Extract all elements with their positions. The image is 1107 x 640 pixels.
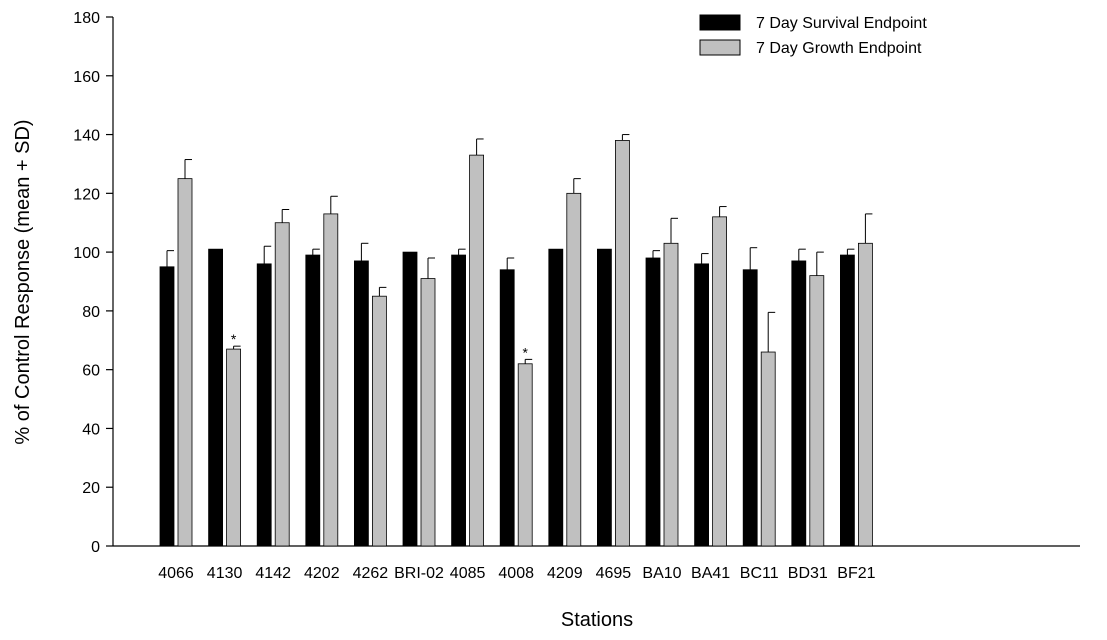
bar — [791, 260, 807, 547]
legend-swatch-survival — [699, 14, 741, 31]
y-tick-label: 140 — [73, 128, 100, 145]
legend-label-survival: 7 Day Survival Endpoint — [756, 15, 927, 32]
bar — [712, 216, 727, 547]
bar — [499, 269, 515, 547]
y-axis-label: % of Control Response (mean + SD) — [12, 119, 34, 444]
bar — [615, 140, 630, 547]
bar — [371, 295, 387, 547]
bar — [353, 260, 369, 547]
significance-asterisk: * — [231, 331, 237, 347]
x-tick-label: 4202 — [304, 565, 340, 582]
bar — [517, 363, 533, 547]
x-tick-label: 4695 — [596, 565, 632, 582]
axes: 0 20 40 60 80 100 120 140 160 180 4066 4130 4142 4202… — [73, 10, 1080, 582]
x-tick-label: BA41 — [691, 565, 730, 582]
bar — [645, 257, 661, 547]
annotations: ** — [231, 331, 529, 360]
bar — [663, 242, 679, 547]
bar — [840, 254, 855, 547]
bar — [226, 348, 242, 547]
x-tick-label: 4085 — [450, 565, 486, 582]
bar — [760, 351, 776, 547]
x-tick-label: 4209 — [547, 565, 583, 582]
legend-label-growth: 7 Day Growth Endpoint — [756, 40, 922, 57]
y-tick-label: 80 — [82, 304, 100, 321]
x-tick-label: 4262 — [353, 565, 389, 582]
x-tick-label: BRI-02 — [394, 565, 444, 582]
x-tick-label: 4142 — [255, 565, 291, 582]
legend-swatch-growth — [699, 39, 741, 56]
bar — [323, 213, 339, 547]
y-tick-label: 120 — [73, 186, 100, 203]
bar — [809, 275, 825, 547]
bar — [597, 248, 612, 547]
x-tick-label: BD31 — [788, 565, 828, 582]
bar — [858, 242, 873, 547]
y-tick-label: 40 — [82, 421, 100, 438]
y-tick-label: 0 — [91, 539, 100, 556]
x-tick-label: 4130 — [207, 565, 243, 582]
y-tick-label: 60 — [82, 363, 100, 380]
bar — [208, 248, 224, 547]
y-tick-label: 180 — [73, 10, 100, 27]
bars — [159, 140, 873, 547]
x-tick-label: BF21 — [837, 565, 875, 582]
y-tick-label: 160 — [73, 69, 100, 86]
bar — [402, 251, 418, 547]
bar — [566, 192, 582, 547]
bar — [305, 254, 321, 547]
x-tick-label: BA10 — [642, 565, 681, 582]
x-tick-label: BC11 — [740, 565, 779, 582]
y-tick-label: 100 — [73, 245, 100, 262]
error-bars — [166, 134, 873, 364]
x-tick-label: 4008 — [498, 565, 534, 582]
bar — [159, 266, 175, 547]
y-tick-label: 20 — [82, 480, 100, 497]
significance-asterisk: * — [522, 344, 528, 360]
legend: 7 Day Survival Endpoint 7 Day Growth End… — [699, 14, 927, 57]
x-axis-label: Stations — [561, 609, 633, 631]
bar — [548, 248, 564, 547]
bar — [420, 278, 436, 547]
bar — [274, 222, 290, 547]
bar — [694, 263, 709, 547]
bar — [469, 154, 485, 547]
bar — [742, 269, 758, 547]
bar — [451, 254, 467, 547]
bar — [177, 178, 193, 547]
x-tick-label: 4066 — [158, 565, 194, 582]
bar — [256, 263, 272, 547]
